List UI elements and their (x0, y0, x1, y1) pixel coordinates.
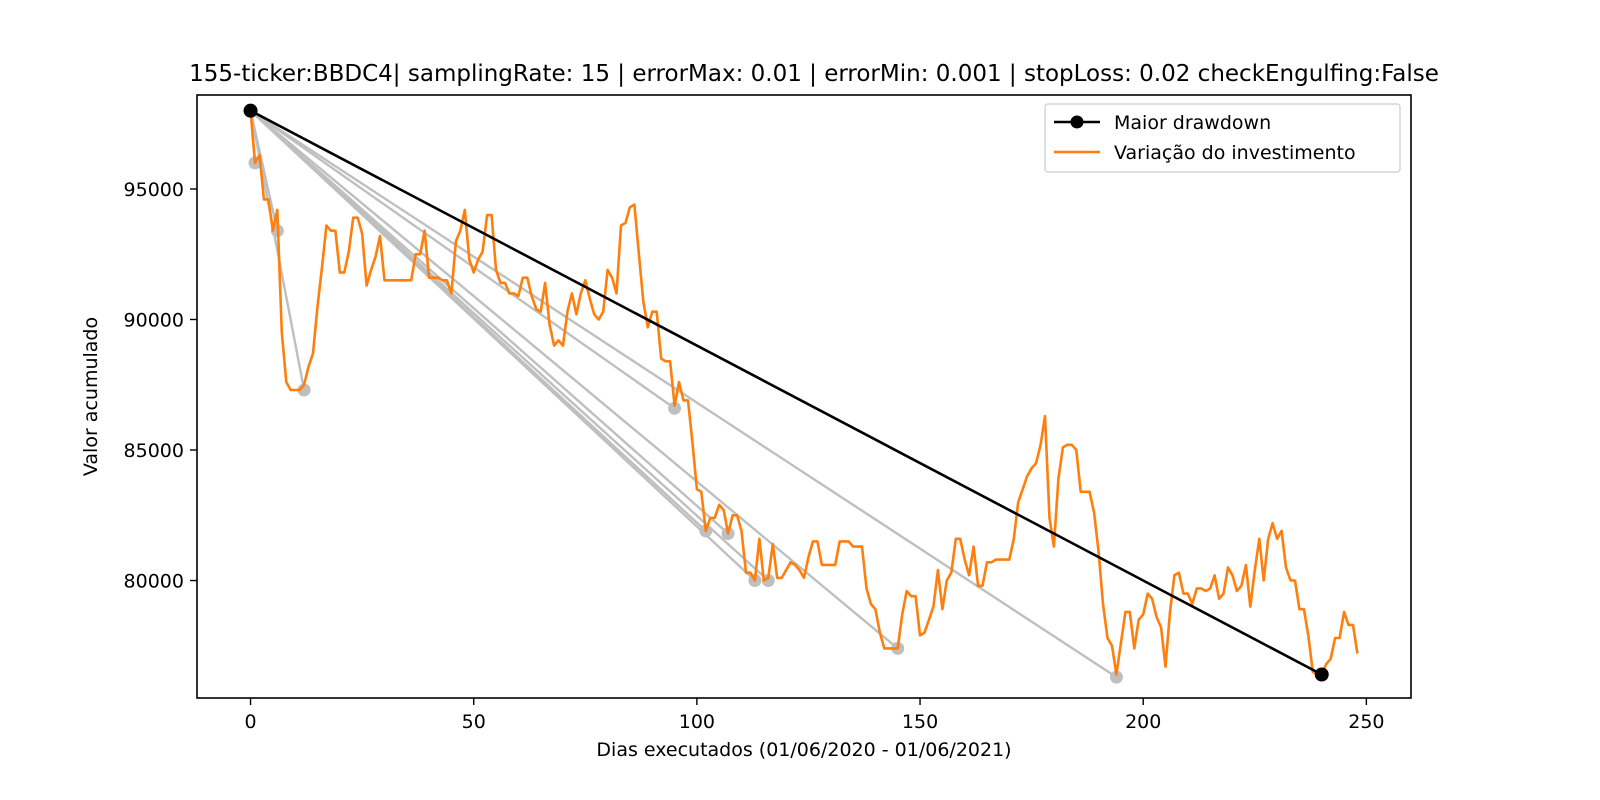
y-axis-label: Valor acumulado (80, 317, 102, 476)
legend: Maior drawdown Variação do investimento (1044, 103, 1401, 173)
max-drawdown-point (1314, 667, 1329, 682)
drawdown-candidate-line (249, 109, 676, 410)
y-axis-ticks: 80000 85000 90000 95000 (124, 179, 197, 593)
drawdown-candidate-point (761, 574, 775, 588)
x-tick-label: 150 (902, 711, 938, 733)
drawdown-candidate-line (249, 109, 770, 582)
x-tick-label: 200 (1125, 711, 1161, 733)
legend-label-maior-drawdown: Maior drawdown (1114, 112, 1271, 134)
investment-line (249, 110, 1359, 676)
legend-box (1044, 103, 1401, 173)
x-axis-ticks: 0 50 100 150 200 250 (245, 698, 1385, 733)
x-tick-label: 250 (1348, 711, 1384, 733)
axes-frame (196, 94, 1412, 699)
drawdown-candidate-line (249, 109, 756, 582)
x-axis-label: Dias executados (01/06/2020 - 01/06/2021… (596, 739, 1011, 761)
drawdown-candidates-layer (248, 109, 1123, 684)
legend-marker-maior-drawdown (1070, 115, 1084, 129)
legend-label-variacao-investimento: Variação do investimento (1114, 142, 1356, 164)
x-tick-label: 0 (245, 711, 257, 733)
max-drawdown-point (243, 103, 258, 118)
drawdown-candidate-line (249, 109, 729, 535)
y-tick-label: 95000 (124, 179, 184, 201)
drawdown-candidate-line (249, 109, 899, 650)
y-tick-label: 90000 (124, 309, 184, 331)
chart-title: 155-ticker:BBDC4| samplingRate: 15 | err… (189, 61, 1439, 87)
drawdown-candidate-point (1109, 670, 1123, 684)
max-drawdown-line (249, 109, 1323, 676)
drawdown-candidate-point (668, 401, 682, 415)
drawdown-candidate-line (249, 109, 1118, 679)
y-tick-label: 80000 (124, 571, 184, 593)
x-tick-label: 50 (462, 711, 486, 733)
series-layer (243, 103, 1359, 682)
x-tick-label: 100 (679, 711, 715, 733)
y-tick-label: 85000 (124, 440, 184, 462)
